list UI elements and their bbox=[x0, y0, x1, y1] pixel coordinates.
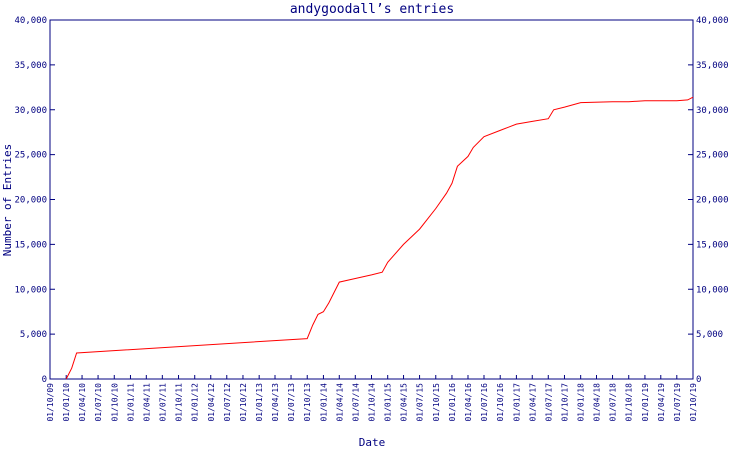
x-tick-label: 01/10/09 bbox=[46, 383, 55, 422]
x-tick-label: 01/04/18 bbox=[593, 383, 602, 422]
y2-tick-label: 20,000 bbox=[696, 196, 729, 206]
x-tick-label: 01/10/16 bbox=[496, 383, 505, 422]
y-tick-label: 30,000 bbox=[14, 106, 47, 116]
x-tick-label: 01/07/15 bbox=[416, 383, 425, 422]
y-tick-label: 15,000 bbox=[14, 240, 47, 250]
y-axis-label: Number of Entries bbox=[1, 144, 14, 257]
y2-tick-label: 5,000 bbox=[696, 330, 723, 340]
x-tick-label: 01/10/15 bbox=[432, 383, 441, 422]
x-tick-label: 01/07/10 bbox=[94, 383, 103, 422]
x-tick-label: 01/07/19 bbox=[673, 383, 682, 422]
x-tick-label: 01/01/19 bbox=[641, 383, 650, 422]
y2-tick-label: 15,000 bbox=[696, 240, 729, 250]
x-tick-label: 01/07/11 bbox=[158, 383, 167, 422]
x-tick-label: 01/01/10 bbox=[62, 383, 71, 422]
y2-tick-label: 25,000 bbox=[696, 151, 729, 161]
x-tick-label: 01/01/17 bbox=[512, 383, 521, 422]
y-tick-label: 10,000 bbox=[14, 285, 47, 295]
x-tick-label: 01/01/13 bbox=[255, 383, 264, 422]
x-axis-label: Date bbox=[359, 436, 386, 449]
x-tick-label: 01/04/11 bbox=[142, 383, 151, 422]
x-tick-label: 01/10/19 bbox=[689, 383, 698, 422]
x-tick-label: 01/04/10 bbox=[78, 383, 87, 422]
x-tick-label: 01/04/15 bbox=[400, 383, 409, 422]
x-tick-label: 01/01/15 bbox=[384, 383, 393, 422]
x-tick-label: 01/10/13 bbox=[303, 383, 312, 422]
x-tick-label: 01/04/12 bbox=[207, 383, 216, 422]
x-tick-label: 01/01/14 bbox=[319, 383, 328, 422]
y-tick-label: 20,000 bbox=[14, 196, 47, 206]
y-tick-label: 0 bbox=[42, 375, 47, 385]
chart-title: andygoodall’s entries bbox=[290, 2, 454, 17]
x-tick-label: 01/04/14 bbox=[335, 383, 344, 422]
x-tick-label: 01/01/18 bbox=[577, 383, 586, 422]
y-tick-label: 25,000 bbox=[14, 151, 47, 161]
x-tick-label: 01/10/10 bbox=[110, 383, 119, 422]
y2-tick-label: 30,000 bbox=[696, 106, 729, 116]
x-tick-label: 01/01/12 bbox=[191, 383, 200, 422]
plot-frame bbox=[49, 19, 694, 380]
x-tick-label: 01/07/17 bbox=[544, 383, 553, 422]
y-tick-label: 40,000 bbox=[14, 16, 47, 26]
x-tick-label: 01/04/19 bbox=[657, 383, 666, 422]
x-tick-label: 01/04/17 bbox=[528, 383, 537, 422]
x-tick-label: 01/10/11 bbox=[175, 383, 184, 422]
x-tick-label: 01/01/16 bbox=[448, 383, 457, 422]
x-tick-label: 01/10/14 bbox=[368, 383, 377, 422]
x-tick-label: 01/07/16 bbox=[480, 383, 489, 422]
x-tick-label: 01/07/14 bbox=[351, 383, 360, 422]
y2-tick-label: 0 bbox=[696, 375, 701, 385]
y-tick-label: 35,000 bbox=[14, 61, 47, 71]
x-tick-label: 01/07/18 bbox=[609, 383, 618, 422]
x-tick-label: 01/07/13 bbox=[287, 383, 296, 422]
y-tick-label: 5,000 bbox=[20, 330, 47, 340]
x-tick-label: 01/04/16 bbox=[464, 383, 473, 422]
y2-tick-label: 35,000 bbox=[696, 61, 729, 71]
x-tick-label: 01/10/12 bbox=[239, 383, 248, 422]
x-tick-label: 01/10/18 bbox=[625, 383, 634, 422]
x-tick-label: 01/07/12 bbox=[223, 383, 232, 422]
y2-tick-label: 40,000 bbox=[696, 16, 729, 26]
data-line bbox=[65, 96, 694, 380]
x-tick-label: 01/01/11 bbox=[126, 383, 135, 422]
x-tick-label: 01/04/13 bbox=[271, 383, 280, 422]
x-tick-label: 01/10/17 bbox=[560, 383, 569, 422]
y2-tick-label: 10,000 bbox=[696, 285, 729, 295]
